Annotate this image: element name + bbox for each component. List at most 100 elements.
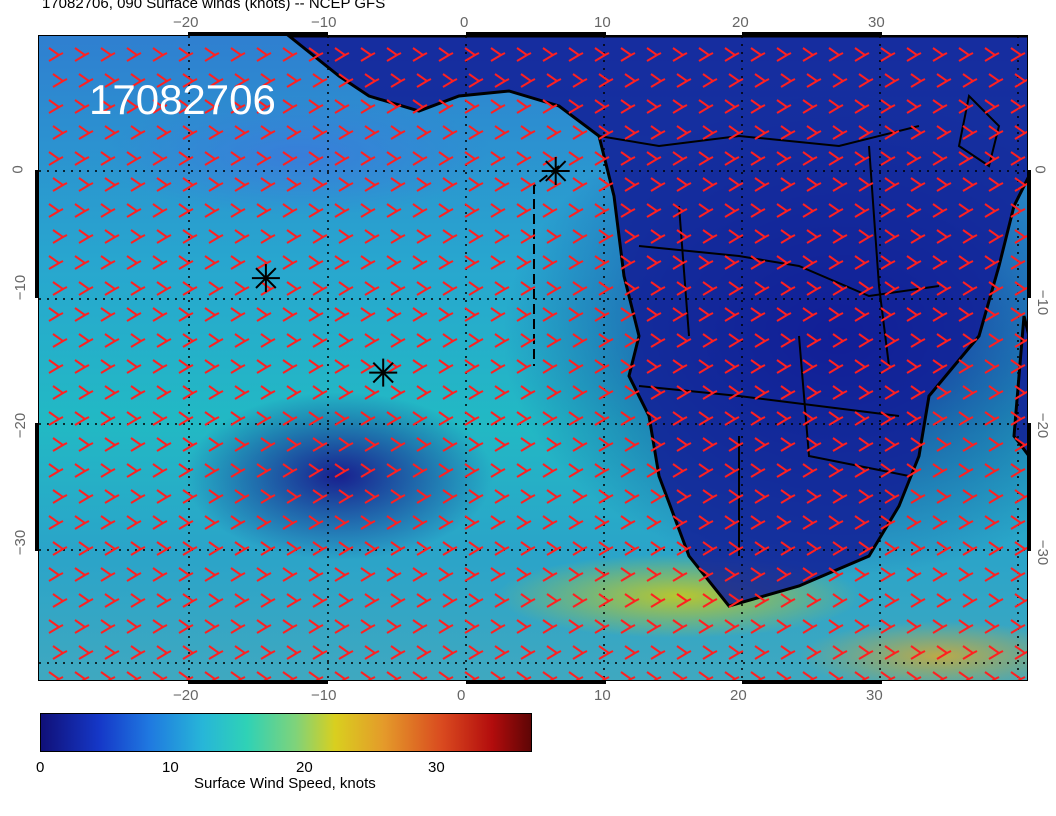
wind-barb bbox=[828, 515, 844, 530]
wind-barb bbox=[416, 73, 432, 88]
wind-barb bbox=[442, 125, 458, 140]
graticule bbox=[39, 36, 1027, 680]
wind-barb bbox=[464, 411, 480, 426]
wind-barb bbox=[152, 567, 168, 582]
wind-barb bbox=[750, 671, 766, 680]
wind-barb bbox=[78, 541, 94, 556]
wind-barb bbox=[854, 47, 870, 62]
wind-barb bbox=[494, 645, 510, 660]
wind-barb bbox=[1010, 411, 1026, 426]
wind-barb bbox=[620, 47, 636, 62]
wind-barb bbox=[338, 177, 354, 192]
wind-barb bbox=[204, 99, 220, 114]
wind-barb bbox=[858, 385, 874, 400]
wind-barb bbox=[182, 73, 198, 88]
wind-barb bbox=[74, 567, 90, 582]
wind-barb bbox=[468, 333, 484, 348]
wind-barb bbox=[672, 255, 688, 270]
wind-barb bbox=[390, 177, 406, 192]
wind-barb bbox=[646, 515, 662, 530]
wind-barb bbox=[182, 229, 198, 244]
wind-barb bbox=[572, 229, 588, 244]
wind-barb bbox=[256, 671, 272, 680]
wind-barb bbox=[750, 515, 766, 530]
wind-barb bbox=[468, 125, 484, 140]
wind-barb bbox=[546, 229, 562, 244]
axis-edge-bar bbox=[188, 32, 328, 36]
wind-barb bbox=[698, 151, 714, 166]
wind-barb bbox=[958, 619, 974, 634]
wind-barb bbox=[204, 359, 220, 374]
wind-barb bbox=[676, 125, 692, 140]
wind-barb bbox=[568, 307, 584, 322]
wind-barb bbox=[468, 593, 484, 608]
wind-barb bbox=[698, 255, 714, 270]
wind-barb bbox=[750, 307, 766, 322]
wind-barb bbox=[624, 645, 640, 660]
wind-barb bbox=[702, 385, 718, 400]
wind-barb bbox=[442, 177, 458, 192]
wind-barb bbox=[100, 47, 116, 62]
wind-barb bbox=[568, 567, 584, 582]
wind-barb bbox=[650, 437, 666, 452]
wind-barb bbox=[416, 125, 432, 140]
wind-barb bbox=[698, 619, 714, 634]
wind-barb bbox=[494, 73, 510, 88]
wind-barb bbox=[412, 47, 428, 62]
wind-barb bbox=[156, 73, 172, 88]
wind-barb bbox=[256, 359, 272, 374]
wind-barb bbox=[386, 359, 402, 374]
wind-barb bbox=[542, 47, 558, 62]
wind-barb bbox=[468, 645, 484, 660]
wind-barb bbox=[412, 515, 428, 530]
wind-barb bbox=[858, 281, 874, 296]
wind-barb bbox=[594, 411, 610, 426]
wind-barb bbox=[490, 411, 506, 426]
wind-barb bbox=[412, 619, 428, 634]
wind-barb bbox=[546, 177, 562, 192]
wind-barb bbox=[780, 125, 796, 140]
wind-barb bbox=[724, 151, 740, 166]
wind-barb bbox=[620, 99, 636, 114]
wind-barb bbox=[858, 489, 874, 504]
wind-barb bbox=[988, 541, 1004, 556]
wind-barb bbox=[230, 99, 246, 114]
wind-barb bbox=[754, 489, 770, 504]
wind-barb bbox=[1014, 73, 1027, 88]
wind-barb bbox=[386, 567, 402, 582]
wind-barb bbox=[750, 99, 766, 114]
wind-barb bbox=[936, 125, 952, 140]
wind-barb bbox=[828, 151, 844, 166]
wind-barb bbox=[572, 177, 588, 192]
wind-barb bbox=[702, 73, 718, 88]
wind-barb bbox=[334, 255, 350, 270]
wind-barb bbox=[1014, 125, 1027, 140]
wind-barb bbox=[1014, 177, 1027, 192]
wind-barb bbox=[520, 281, 536, 296]
wind-barb bbox=[256, 47, 272, 62]
wind-barb bbox=[1014, 385, 1027, 400]
wind-barb bbox=[156, 385, 172, 400]
wind-barb bbox=[390, 489, 406, 504]
wind-barb bbox=[702, 593, 718, 608]
wind-barb bbox=[776, 99, 792, 114]
wind-barb bbox=[416, 385, 432, 400]
wind-barb bbox=[546, 489, 562, 504]
wind-barb bbox=[490, 619, 506, 634]
wind-barb bbox=[386, 203, 402, 218]
wind-barb bbox=[962, 281, 978, 296]
wind-barb bbox=[442, 489, 458, 504]
wind-barb bbox=[806, 385, 822, 400]
wind-barb bbox=[806, 333, 822, 348]
wind-barb bbox=[598, 177, 614, 192]
wind-barb bbox=[646, 359, 662, 374]
wind-barb bbox=[256, 515, 272, 530]
wind-barb bbox=[988, 385, 1004, 400]
wind-barb bbox=[416, 437, 432, 452]
wind-barb bbox=[802, 619, 818, 634]
wind-barb bbox=[884, 385, 900, 400]
wind-barb bbox=[984, 151, 1000, 166]
wind-barb bbox=[182, 125, 198, 140]
wind-barb bbox=[208, 437, 224, 452]
wind-barb bbox=[48, 99, 64, 114]
